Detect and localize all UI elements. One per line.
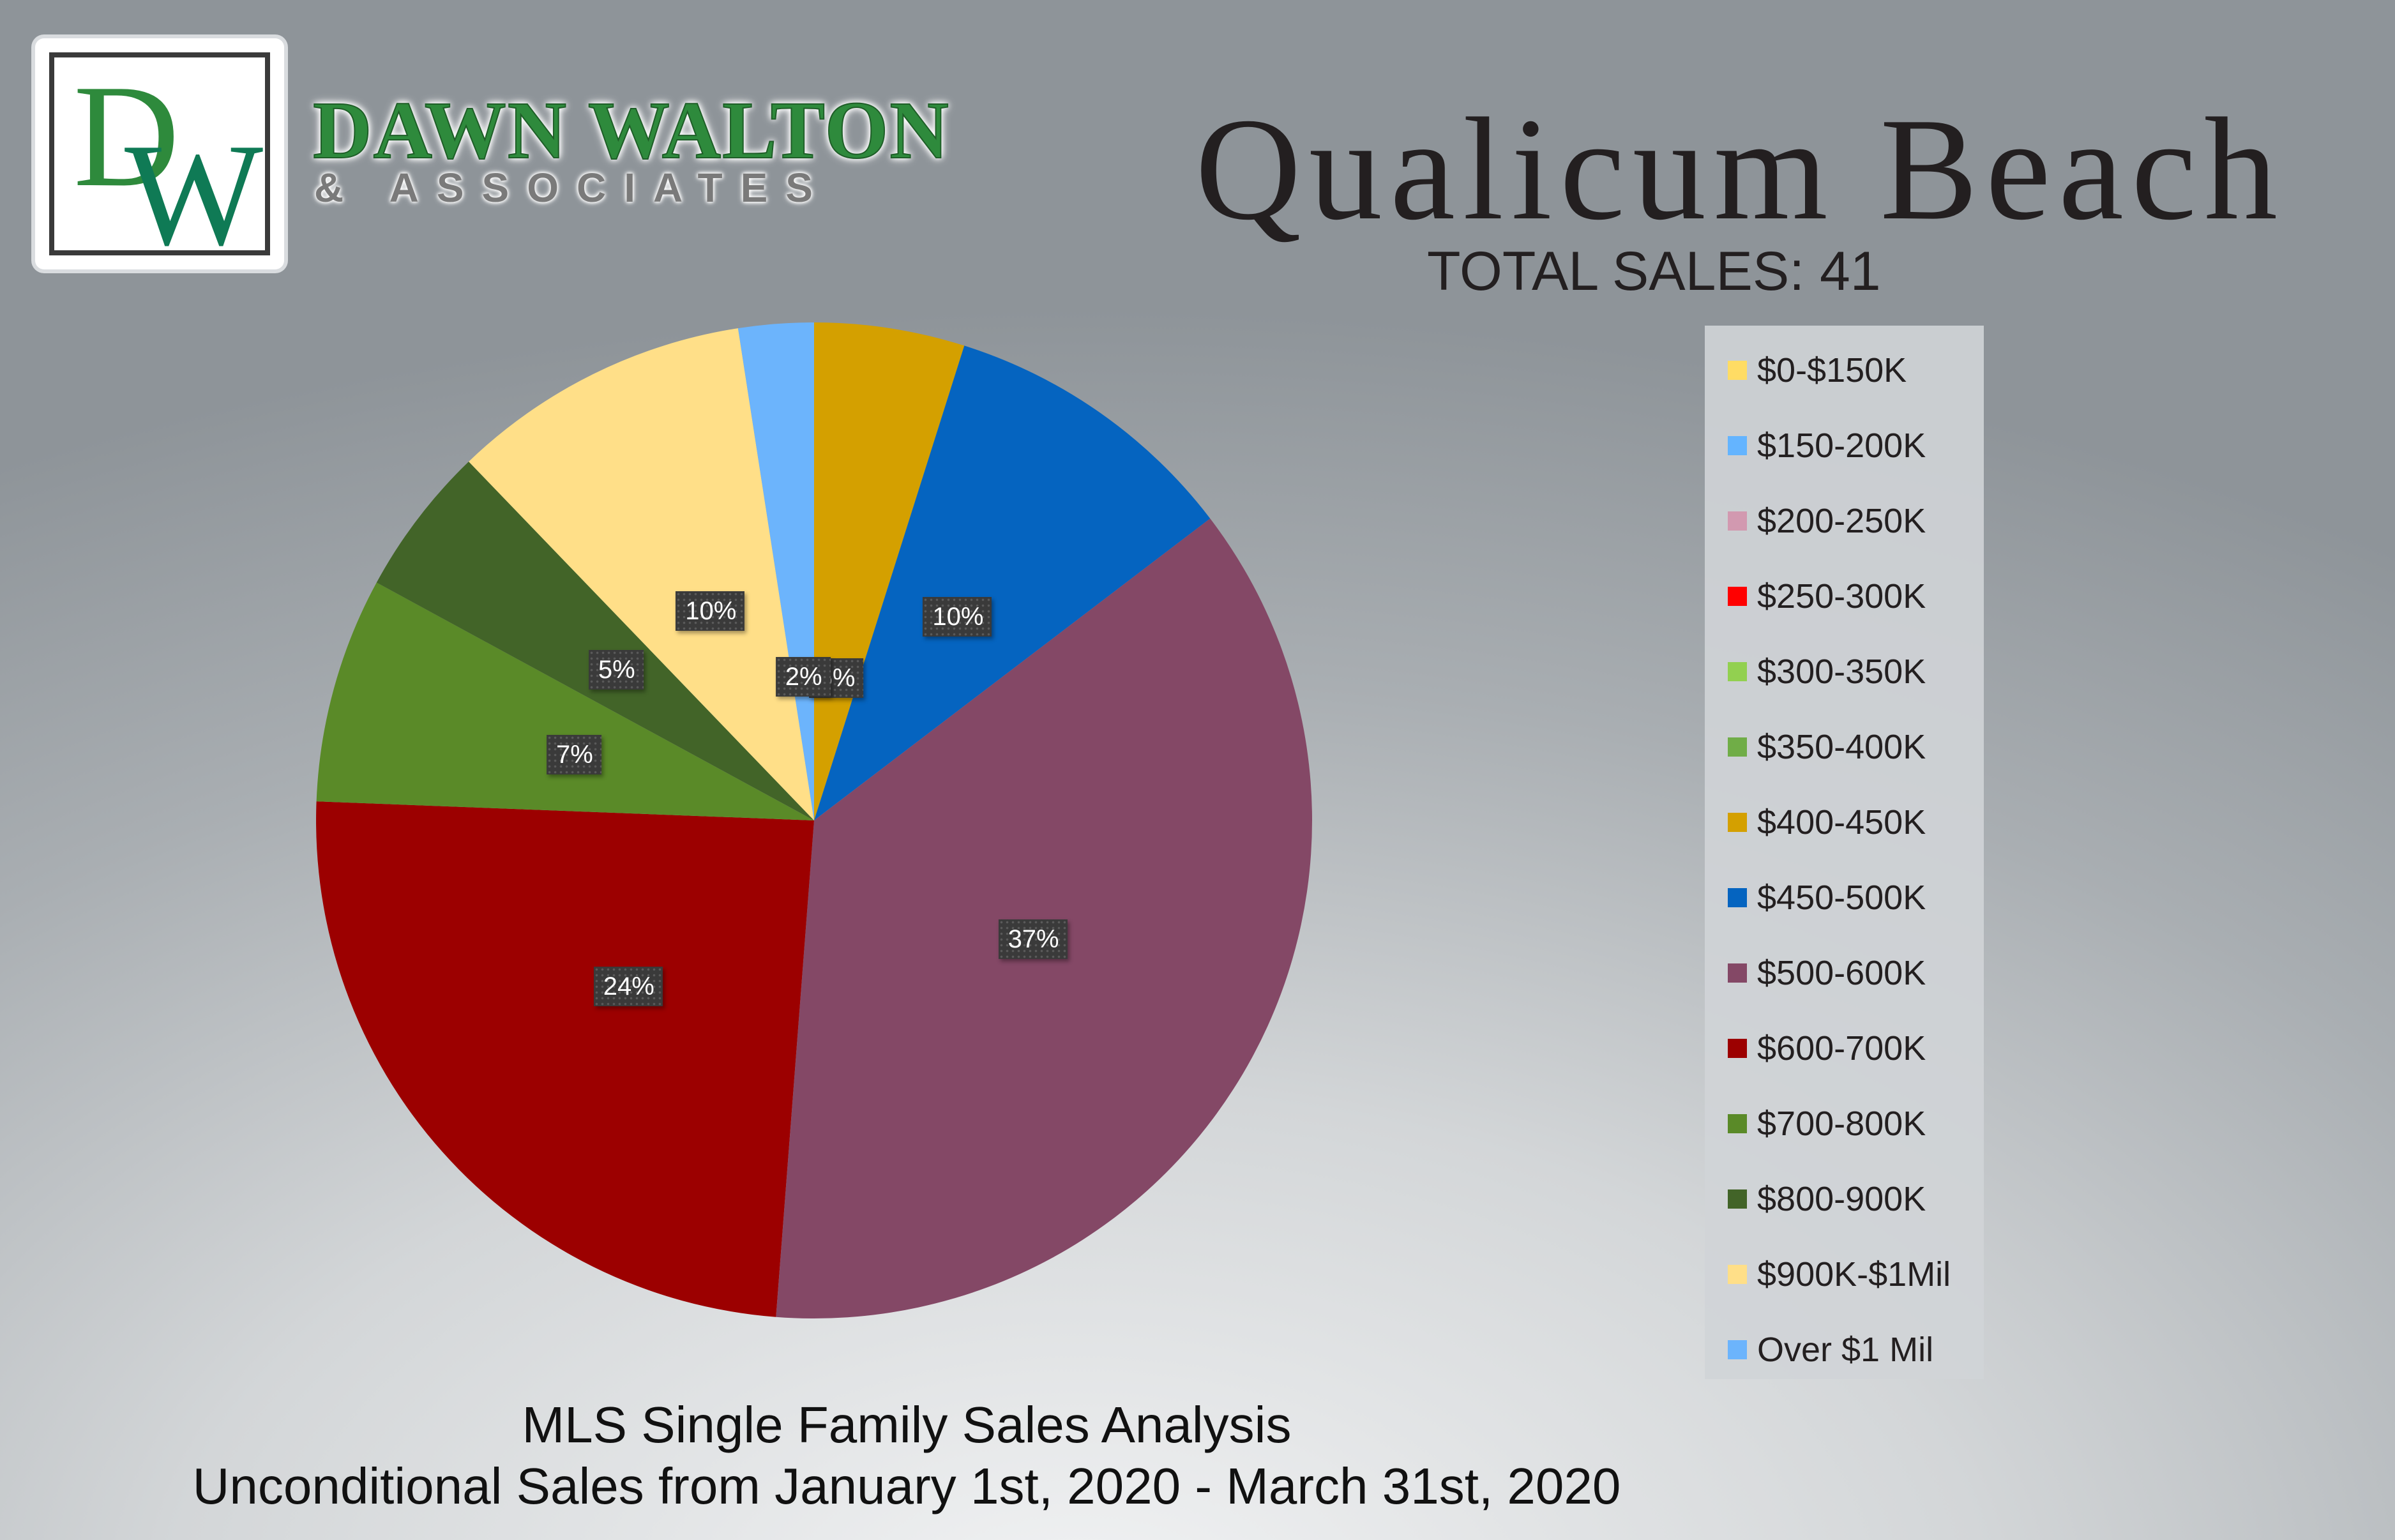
pie-label-900k-1mil: 10% (676, 591, 745, 631)
legend-label: $900K-$1Mil (1757, 1255, 1951, 1294)
legend-label: $250-300K (1757, 577, 1926, 615)
brand-subtitle: & ASSOCIATES (314, 165, 831, 211)
legend-label: $500-600K (1757, 954, 1926, 992)
legend-label: $150-200K (1757, 427, 1926, 465)
legend-swatch (1728, 587, 1747, 606)
legend-item-700-800k: $700-800K (1728, 1098, 1926, 1149)
page-title: Qualicum Beach (1195, 87, 2285, 250)
legend-item-500-600k: $500-600K (1728, 947, 1926, 999)
legend-item-over-1-mil: Over $1 Mil (1728, 1324, 1933, 1375)
legend-swatch (1728, 1340, 1747, 1359)
pie-label-800-900k: 5% (588, 649, 644, 690)
legend-item-600-700k: $600-700K (1728, 1023, 1926, 1074)
legend-item-450-500k: $450-500K (1728, 872, 1926, 923)
legend-swatch (1728, 737, 1747, 757)
pie-label-500-600k: 37% (998, 919, 1068, 960)
legend-label: $700-800K (1757, 1105, 1926, 1143)
pie-slice-500-600k (776, 518, 1312, 1318)
legend-swatch (1728, 436, 1747, 455)
pie-slice-900k-1mil (469, 328, 814, 820)
pie-label-over-1-mil: 2% (775, 656, 831, 697)
pie-label-450-500k: 10% (923, 597, 992, 637)
legend-label: $600-700K (1757, 1029, 1926, 1068)
legend-label: $450-500K (1757, 879, 1926, 917)
legend-swatch (1728, 1114, 1747, 1133)
legend-label: $400-450K (1757, 803, 1926, 842)
legend-item-350-400k: $350-400K (1728, 721, 1926, 773)
legend-swatch (1728, 662, 1747, 681)
legend-label: $200-250K (1757, 502, 1926, 540)
pie-label-700-800k: 7% (546, 734, 601, 774)
legend-item-300-350k: $300-350K (1728, 646, 1926, 697)
pie-slice-800-900k (376, 462, 814, 820)
total-sales: TOTAL SALES: 41 (1427, 241, 1881, 302)
legend-label: $800-900K (1757, 1180, 1926, 1218)
chart-subtitle-date-range: Unconditional Sales from January 1st, 20… (192, 1458, 1621, 1514)
legend-item-800-900k: $800-900K (1728, 1174, 1926, 1225)
chart-subtitle-analysis: MLS Single Family Sales Analysis (522, 1396, 1292, 1453)
chart-legend: $0-$150K $150-200K $200-250K $250-300K $300-… (1705, 326, 1984, 1379)
legend-label: $0-$150K (1757, 351, 1907, 389)
monogram-d: D (73, 57, 179, 217)
legend-swatch (1728, 813, 1747, 832)
pie-label-600-700k: 24% (593, 966, 663, 1006)
pie-slice-700-800k (316, 582, 815, 820)
legend-swatch (1728, 963, 1747, 983)
legend-item-250-300k: $250-300K (1728, 571, 1926, 622)
legend-swatch (1728, 1265, 1747, 1284)
legend-item-200-250k: $200-250K (1728, 495, 1926, 547)
legend-item-0-150k: $0-$150K (1728, 345, 1907, 396)
legend-swatch (1728, 1189, 1747, 1209)
dw-monogram: D W (73, 57, 263, 250)
legend-item-150-200k: $150-200K (1728, 420, 1926, 471)
pie-slice-600-700k (316, 801, 814, 1317)
company-logo: D W (35, 38, 284, 269)
legend-label: $350-400K (1757, 728, 1926, 766)
legend-item-400-450k: $400-450K (1728, 797, 1926, 848)
legend-label: $300-350K (1757, 653, 1926, 691)
brand-name: DAWN WALTON (312, 85, 950, 176)
legend-swatch (1728, 511, 1747, 531)
legend-label: Over $1 Mil (1757, 1331, 1934, 1369)
legend-swatch (1728, 1039, 1747, 1058)
legend-item-900k-1mil: $900K-$1Mil (1728, 1249, 1951, 1300)
logo-monogram-frame: D W (49, 52, 270, 255)
legend-swatch (1728, 888, 1747, 907)
legend-swatch (1728, 361, 1747, 380)
monogram-w: W (125, 113, 263, 250)
pie-slice-450-500k (814, 345, 1211, 820)
